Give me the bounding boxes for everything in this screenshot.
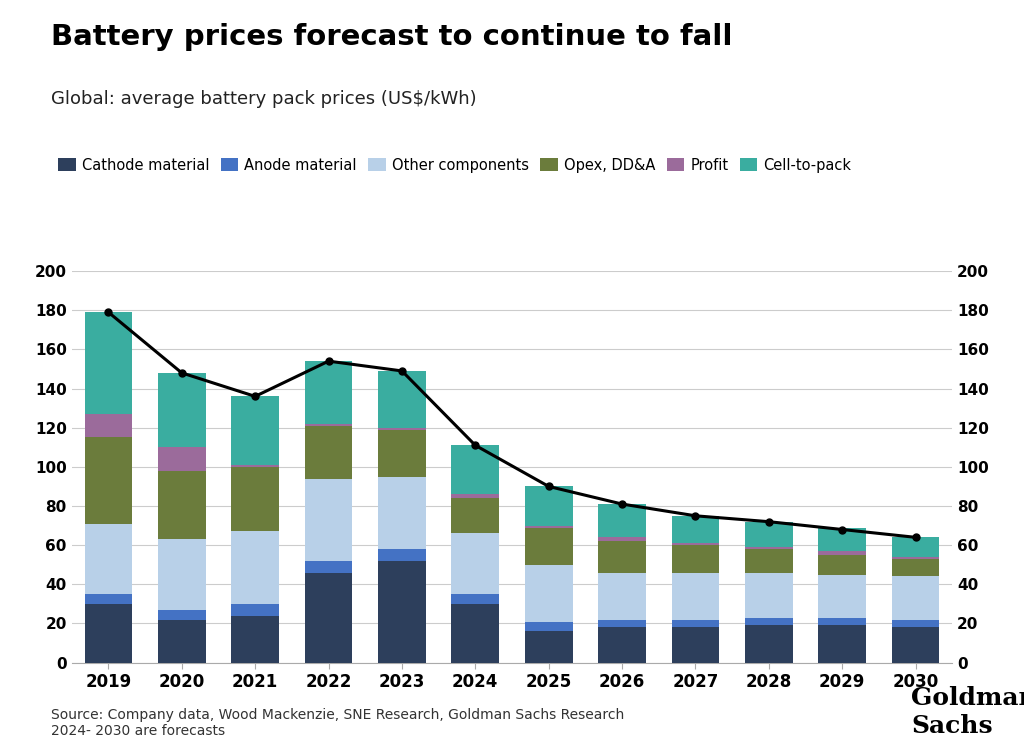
Bar (231, 604, 279, 616)
Bar (598, 538, 646, 541)
Bar (745, 547, 793, 549)
Bar (672, 545, 719, 572)
Bar (818, 626, 866, 663)
Bar (452, 594, 499, 604)
Bar (158, 471, 206, 539)
Bar (892, 538, 939, 557)
Bar (378, 477, 426, 549)
Bar (85, 604, 132, 663)
Bar (745, 626, 793, 663)
Bar (231, 616, 279, 663)
Bar (525, 621, 572, 631)
Bar (305, 561, 352, 572)
Bar (892, 577, 939, 620)
Bar (672, 543, 719, 545)
Bar (158, 620, 206, 663)
Bar (452, 494, 499, 498)
Bar (231, 465, 279, 467)
Bar (452, 533, 499, 594)
Bar (452, 498, 499, 533)
Bar (745, 572, 793, 617)
Bar (892, 620, 939, 627)
Bar (598, 620, 646, 627)
Bar (305, 424, 352, 425)
Bar (378, 428, 426, 430)
Bar (598, 572, 646, 620)
Bar (525, 528, 572, 565)
Bar (525, 486, 572, 526)
Bar (305, 572, 352, 663)
Bar (378, 549, 426, 561)
Bar (672, 620, 719, 627)
Bar (305, 479, 352, 561)
Bar (818, 575, 866, 617)
Bar (85, 312, 132, 414)
Bar (231, 532, 279, 604)
Text: Source: Company data, Wood Mackenzie, SNE Research, Goldman Sachs Research
2024-: Source: Company data, Wood Mackenzie, SN… (51, 708, 625, 738)
Bar (598, 504, 646, 538)
Bar (452, 445, 499, 494)
Bar (305, 425, 352, 479)
Bar (452, 604, 499, 663)
Legend: Cathode material, Anode material, Other components, Opex, DD&A, Profit, Cell-to-: Cathode material, Anode material, Other … (58, 158, 851, 173)
Bar (598, 627, 646, 663)
Bar (598, 541, 646, 572)
Bar (525, 631, 572, 663)
Bar (672, 572, 719, 620)
Bar (525, 526, 572, 528)
Bar (818, 551, 866, 555)
Bar (672, 516, 719, 543)
Bar (745, 617, 793, 626)
Bar (818, 617, 866, 626)
Text: Global: average battery pack prices (US$/kWh): Global: average battery pack prices (US$… (51, 90, 477, 108)
Bar (818, 528, 866, 551)
Bar (378, 561, 426, 663)
Bar (745, 522, 793, 547)
Bar (85, 594, 132, 604)
Bar (158, 373, 206, 447)
Bar (231, 467, 279, 532)
Bar (305, 361, 352, 424)
Bar (85, 414, 132, 437)
Bar (231, 396, 279, 465)
Bar (745, 549, 793, 572)
Bar (158, 447, 206, 471)
Bar (892, 559, 939, 577)
Bar (818, 555, 866, 575)
Bar (525, 565, 572, 621)
Bar (378, 371, 426, 428)
Bar (158, 610, 206, 620)
Bar (85, 437, 132, 523)
Bar (892, 557, 939, 559)
Bar (158, 539, 206, 610)
Bar (892, 627, 939, 663)
Bar (378, 430, 426, 477)
Text: Goldman
Sachs: Goldman Sachs (911, 686, 1024, 738)
Text: Battery prices forecast to continue to fall: Battery prices forecast to continue to f… (51, 23, 733, 50)
Bar (85, 523, 132, 594)
Bar (672, 627, 719, 663)
